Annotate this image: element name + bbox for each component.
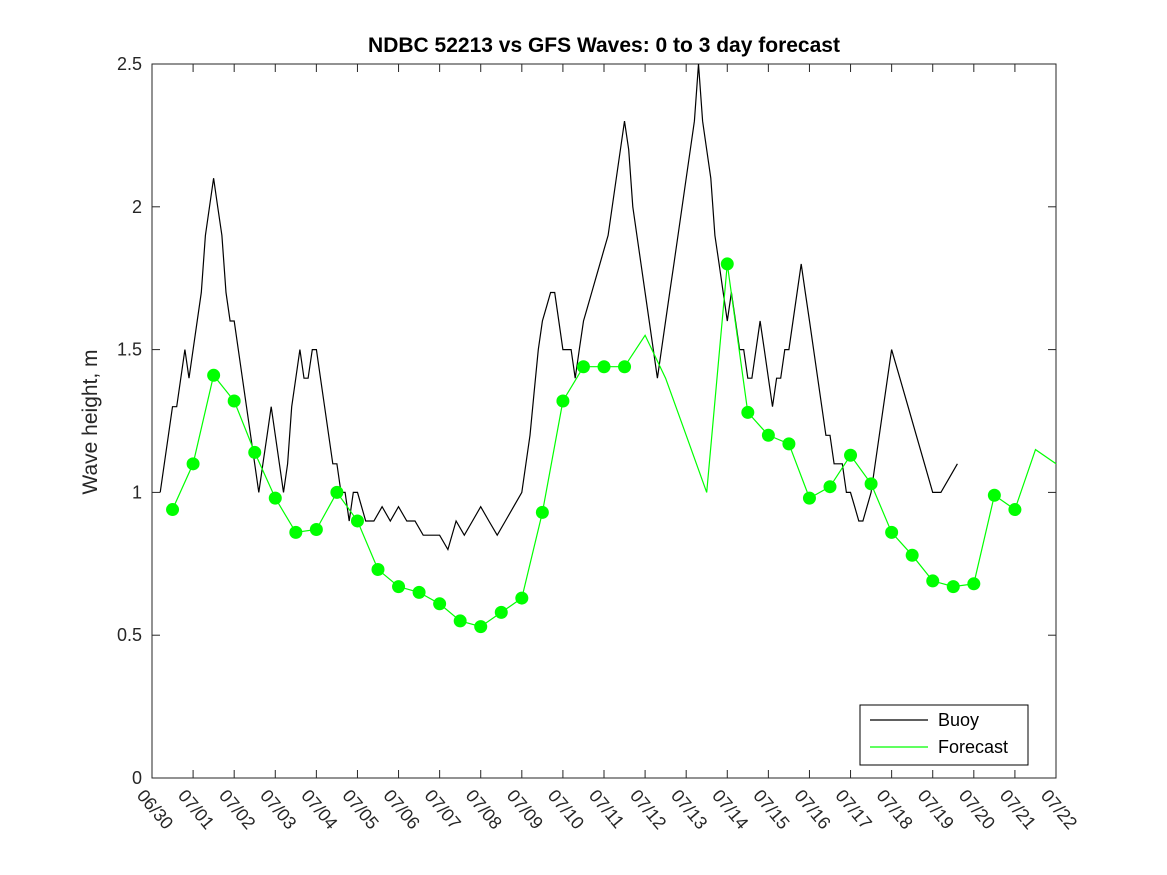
forecast-point (515, 591, 529, 605)
forecast-point (330, 485, 344, 499)
y-tick-label: 2 (132, 197, 142, 217)
forecast-point (289, 525, 303, 539)
forecast-point (761, 428, 775, 442)
forecast-point (597, 360, 611, 374)
forecast-point (412, 585, 426, 599)
forecast-point (535, 505, 549, 519)
forecast-point (166, 503, 180, 517)
forecast-point (1008, 503, 1022, 517)
forecast-point (802, 491, 816, 505)
forecast-point (618, 360, 632, 374)
forecast-point (186, 457, 200, 471)
forecast-point (268, 491, 282, 505)
forecast-point (576, 360, 590, 374)
legend-frame (859, 704, 1029, 766)
forecast-point (227, 394, 241, 408)
forecast-point (741, 405, 755, 419)
forecast-point (946, 580, 960, 594)
forecast-point (926, 574, 940, 588)
forecast-point (905, 548, 919, 562)
forecast-point (371, 563, 385, 577)
legend: Buoy Forecast (859, 704, 1029, 766)
buoy-series-line (159, 63, 958, 552)
forecast-point (782, 437, 796, 451)
forecast-point (207, 368, 221, 382)
y-tick-label: 0 (132, 768, 142, 788)
forecast-point (392, 580, 406, 594)
forecast-point (885, 525, 899, 539)
y-tick-label: 1.5 (117, 340, 142, 360)
legend-label-buoy: Buoy (938, 710, 979, 730)
forecast-point (844, 448, 858, 462)
forecast-point (350, 514, 364, 528)
forecast-point (864, 477, 878, 491)
y-tick-label: 0.5 (117, 625, 142, 645)
forecast-point (474, 620, 488, 634)
forecast-point (823, 480, 837, 494)
y-tick-label: 1 (132, 482, 142, 502)
forecast-point (453, 614, 467, 628)
forecast-point (556, 394, 570, 408)
forecast-point (433, 597, 447, 611)
legend-label-forecast: Forecast (938, 737, 1008, 757)
forecast-point (967, 577, 981, 591)
forecast-point (248, 445, 262, 459)
y-tick-label: 2.5 (117, 54, 142, 74)
forecast-point (720, 257, 734, 271)
forecast-point (309, 523, 323, 537)
forecast-point (987, 488, 1001, 502)
y-axis-label: Wave height, m (79, 349, 102, 494)
forecast-point (494, 605, 508, 619)
chart-title: NDBC 52213 vs GFS Waves: 0 to 3 day fore… (368, 34, 840, 57)
